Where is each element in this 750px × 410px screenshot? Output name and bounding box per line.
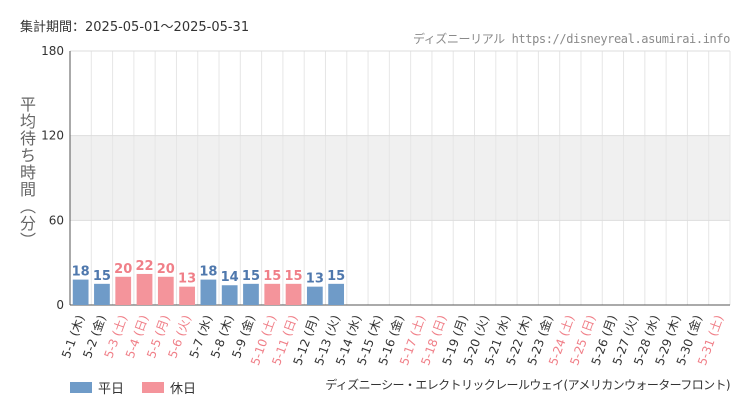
legend-label-holiday: 休日 xyxy=(170,382,197,397)
bar-value-label: 18 xyxy=(72,265,90,280)
bar-value-label: 13 xyxy=(178,272,196,287)
grid-band xyxy=(70,135,730,221)
grid-band xyxy=(70,51,730,136)
y-tick-label: 180 xyxy=(41,44,64,58)
legend-item-weekday: 平日 xyxy=(70,378,124,397)
bar-value-label: 22 xyxy=(135,259,153,274)
legend-label-weekday: 平日 xyxy=(98,382,125,397)
bar xyxy=(179,286,195,305)
bar xyxy=(200,279,217,305)
y-tick-label: 60 xyxy=(49,213,64,227)
bar xyxy=(285,283,302,305)
bar xyxy=(94,283,110,305)
bar-value-label: 14 xyxy=(221,270,239,285)
attraction-name: ディズニーシー・エレクトリックレールウェイ(アメリカンウォーターフロント) xyxy=(325,378,730,392)
legend-item-holiday: 休日 xyxy=(142,378,196,397)
bar-value-label: 13 xyxy=(306,272,324,287)
bar-value-label: 15 xyxy=(263,269,281,284)
bar-value-label: 20 xyxy=(114,262,132,277)
bar xyxy=(328,283,345,305)
bar xyxy=(221,285,238,305)
site-credit: ディズニーリアル https://disneyreal.asumirai.inf… xyxy=(412,32,730,46)
y-axis: 0 60 120 180 xyxy=(41,44,71,312)
bar-value-label: 15 xyxy=(285,269,303,284)
bar-value-label: 18 xyxy=(199,265,217,280)
legend-swatch-weekday xyxy=(70,382,92,393)
bar-value-label: 20 xyxy=(157,262,175,277)
bar xyxy=(306,286,323,305)
legend-swatch-holiday xyxy=(142,382,165,393)
y-tick-label: 120 xyxy=(41,129,64,143)
bar-value-label: 15 xyxy=(242,269,260,284)
y-axis-label: 平均待ち時間（分） xyxy=(17,96,36,249)
bar xyxy=(72,279,89,305)
bar xyxy=(136,273,153,305)
grid xyxy=(69,50,731,306)
x-axis: 5-1 (木)5-2 (金)5-3 (土)5-4 (日)5-5 (月)5-6 (… xyxy=(59,313,726,367)
y-tick-label: 0 xyxy=(56,298,64,312)
bar xyxy=(243,283,259,305)
bar-value-label: 15 xyxy=(93,269,111,284)
bar xyxy=(264,283,281,305)
bar xyxy=(115,276,132,305)
legend: 平日 休日 xyxy=(70,378,214,397)
bar xyxy=(157,276,174,305)
period-label: 集計期間：2025-05-01～2025-05-31 xyxy=(20,20,250,35)
bar-value-label: 15 xyxy=(327,269,345,284)
